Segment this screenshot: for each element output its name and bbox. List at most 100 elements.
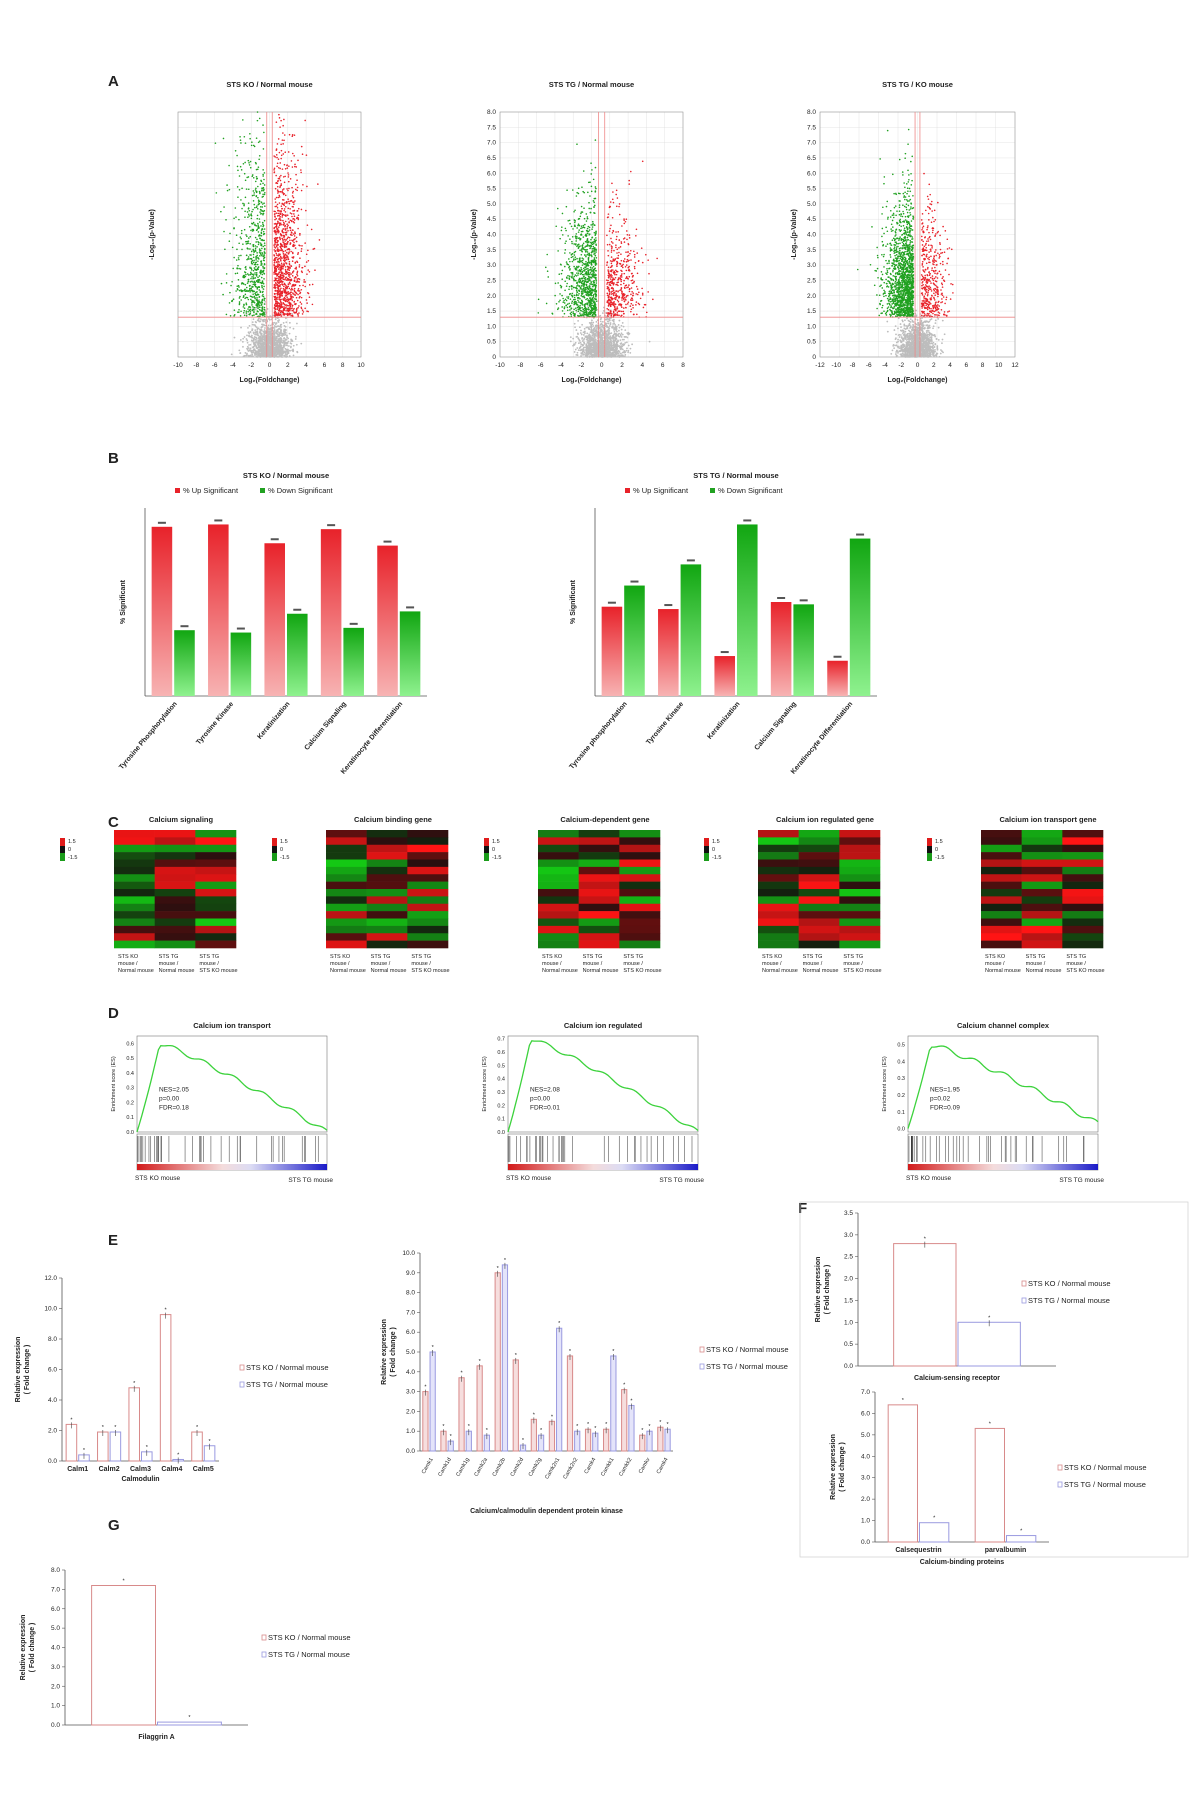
volcano-point: [251, 353, 254, 356]
volcano-point: [274, 331, 277, 334]
volcano-point-down: [242, 276, 245, 279]
volcano-point-up: [300, 288, 303, 291]
volcano-point: [239, 339, 242, 341]
volcano-point-down: [248, 225, 251, 228]
volcano-point: [579, 341, 582, 344]
volcano-point-up: [294, 284, 297, 287]
volcano-point-down: [580, 225, 583, 227]
volcano-point-down: [261, 307, 264, 310]
volcano-point: [260, 344, 263, 346]
volcano-point: [254, 338, 257, 341]
volcano-point-down: [261, 254, 263, 257]
volcano-point-down: [256, 268, 258, 271]
volcano-point-up: [291, 195, 294, 197]
volcano-point: [583, 327, 586, 330]
volcano-point-down: [589, 266, 592, 269]
volcano-point: [596, 344, 599, 347]
volcano-point-up: [277, 285, 279, 288]
volcano-point-down: [256, 205, 258, 207]
volcano-point: [605, 324, 608, 327]
volcano-point-down: [240, 229, 243, 232]
volcano-point-up: [284, 228, 287, 231]
volcano-point-down: [243, 295, 245, 297]
volcano-point: [264, 327, 266, 329]
volcano-point-up: [295, 240, 298, 243]
volcano-point-down: [263, 278, 265, 280]
volcano-point-down: [263, 219, 266, 222]
volcano-point-down: [564, 242, 567, 245]
volcano-point-down: [263, 272, 265, 275]
volcano-point-up: [279, 238, 282, 241]
volcano-point: [246, 347, 248, 350]
volcano-point-down: [256, 207, 259, 210]
volcano-point-up: [275, 279, 277, 281]
volcano-point-down: [250, 269, 253, 271]
volcano-point-down: [594, 315, 596, 317]
volcano-point-up: [305, 261, 308, 263]
volcano-point-down: [251, 301, 253, 304]
volcano-point: [648, 340, 651, 343]
volcano-point: [625, 341, 628, 344]
volcano-point: [601, 356, 604, 358]
volcano-point-down: [577, 231, 580, 233]
volcano-point-down: [565, 205, 568, 208]
volcano-point-up: [275, 217, 278, 220]
volcano-point-down: [237, 284, 240, 287]
volcano-point-up: [279, 258, 282, 261]
volcano-point-down: [239, 295, 241, 298]
volcano-point-down: [249, 235, 252, 238]
volcano-point-up: [296, 270, 299, 273]
volcano-point-down: [584, 280, 587, 283]
volcano-point-up: [277, 254, 280, 257]
volcano-point: [252, 338, 255, 340]
volcano-point-up: [296, 179, 298, 182]
volcano-point-up: [294, 267, 297, 270]
volcano-point-down: [249, 160, 252, 163]
volcano-point: [276, 355, 279, 358]
volcano-point-up: [275, 121, 278, 123]
volcano-point-up: [275, 261, 278, 263]
volcano-point: [284, 352, 287, 354]
volcano-point-down: [262, 189, 265, 192]
volcano-point-up: [289, 219, 292, 222]
volcano-point-down: [258, 234, 261, 236]
volcano-point: [274, 348, 277, 351]
volcano-point-down: [263, 313, 266, 316]
volcano-point: [620, 347, 623, 350]
volcano-point-up: [277, 277, 279, 280]
volcano-point-down: [247, 176, 250, 178]
volcano-point-up: [276, 290, 278, 293]
volcano-point-down: [568, 258, 570, 260]
volcano-point-up: [274, 287, 276, 290]
volcano-point-up: [304, 265, 306, 268]
volcano-point-down: [252, 200, 255, 202]
volcano-point: [285, 342, 288, 345]
volcano-point-up: [279, 311, 282, 314]
volcano-point-up: [279, 186, 281, 188]
volcano-point-down: [260, 282, 263, 285]
volcano-point-up: [299, 295, 301, 298]
volcano-point-up: [293, 277, 296, 279]
volcano-point-up: [278, 194, 281, 197]
volcano-point-down: [247, 298, 250, 301]
volcano-point-up: [280, 249, 282, 252]
volcano-point-up: [291, 305, 294, 307]
volcano-point: [244, 352, 247, 354]
volcano-point: [612, 337, 614, 340]
volcano-point: [247, 347, 250, 350]
volcano-point-down: [261, 273, 264, 276]
volcano-point: [280, 323, 283, 326]
volcano-point-up: [289, 309, 291, 311]
volcano-point-down: [237, 196, 239, 198]
volcano-point-down: [256, 246, 258, 248]
volcano-point-down: [243, 228, 246, 231]
volcano-point-up: [287, 218, 290, 220]
volcano-point: [276, 343, 278, 345]
volcano-point-down: [255, 259, 257, 261]
volcano-point-down: [251, 286, 253, 288]
volcano-point-down: [248, 309, 251, 312]
volcano-point: [264, 320, 266, 323]
volcano-point-down: [253, 306, 255, 309]
volcano-point-down: [251, 299, 253, 302]
volcano-point-down: [234, 207, 237, 209]
